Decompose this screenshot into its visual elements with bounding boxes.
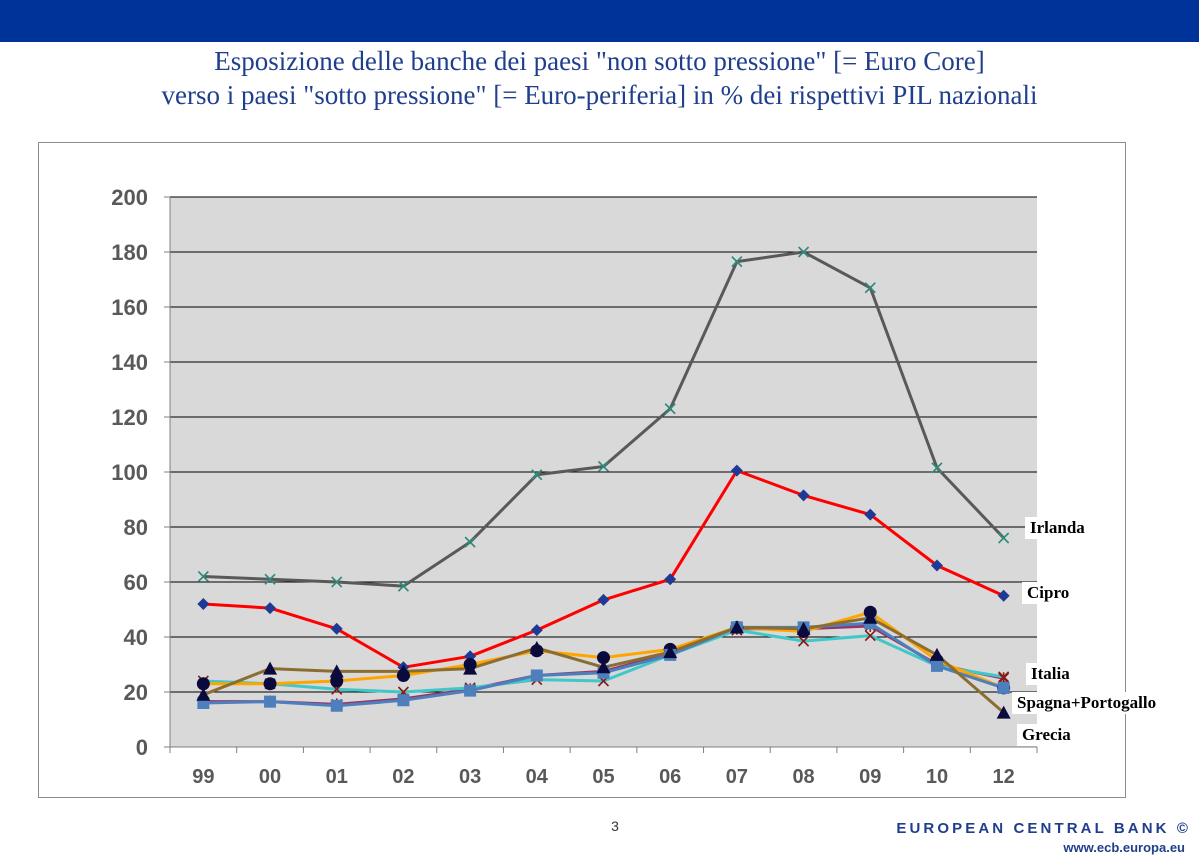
series-label-grecia: Grecia xyxy=(1017,724,1076,746)
ecb-url-link[interactable]: www.ecb.europa.eu xyxy=(1063,840,1185,855)
series-label-italia: Italia xyxy=(1026,663,1075,685)
copyright-icon: © xyxy=(1176,820,1191,837)
data-point xyxy=(329,664,344,678)
data-point xyxy=(197,598,210,610)
data-point xyxy=(664,573,677,586)
data-point xyxy=(996,705,1011,719)
data-point xyxy=(931,462,943,474)
title-line-2: verso i paesi "sotto pressione" [= Euro-… xyxy=(161,80,1038,110)
data-point xyxy=(330,699,343,712)
ytick-label: 140 xyxy=(111,350,148,375)
xtick-label: 10 xyxy=(926,766,948,788)
data-point xyxy=(464,536,476,548)
data-point xyxy=(863,610,878,624)
series-label-irlanda: Irlanda xyxy=(1025,517,1090,539)
data-point xyxy=(731,256,743,268)
data-point xyxy=(530,669,543,682)
data-point xyxy=(463,661,478,675)
data-point xyxy=(264,602,277,615)
data-point xyxy=(929,647,944,661)
data-point xyxy=(396,664,411,678)
data-point xyxy=(197,570,209,583)
xtick-label: 05 xyxy=(592,766,614,788)
ytick-label: 180 xyxy=(111,240,148,265)
ytick-label: 160 xyxy=(111,295,148,320)
xtick-label: 00 xyxy=(259,766,281,788)
ytick-label: 80 xyxy=(124,515,148,540)
xtick-label: 09 xyxy=(859,766,881,788)
data-point xyxy=(263,661,278,675)
page-title: Esposizione delle banche dei paesi "non … xyxy=(0,44,1199,112)
xtick-label: 03 xyxy=(459,766,481,788)
ytick-label: 20 xyxy=(124,680,148,705)
data-point xyxy=(331,576,343,588)
xtick-label: 06 xyxy=(659,766,681,788)
data-point xyxy=(663,645,678,659)
data-point xyxy=(997,589,1010,602)
data-point xyxy=(998,532,1010,544)
data-point xyxy=(464,684,477,697)
ytick-label: 120 xyxy=(111,405,148,430)
data-point xyxy=(796,621,811,635)
ytick-label: 60 xyxy=(124,570,148,595)
top-band xyxy=(0,0,1199,42)
data-point xyxy=(930,659,943,672)
xtick-label: 12 xyxy=(993,766,1015,788)
page-number: 3 xyxy=(611,818,619,834)
data-point xyxy=(596,660,611,674)
data-point xyxy=(797,489,810,502)
data-point xyxy=(397,580,409,592)
data-point xyxy=(664,403,676,415)
data-point xyxy=(864,508,877,521)
data-point xyxy=(530,624,543,637)
data-point xyxy=(730,464,743,477)
data-point xyxy=(330,674,344,688)
data-point xyxy=(263,677,277,691)
data-point xyxy=(196,687,211,701)
data-point xyxy=(864,630,876,642)
data-point xyxy=(529,641,544,654)
xtick-label: 01 xyxy=(326,766,348,788)
data-point xyxy=(597,593,610,606)
data-point xyxy=(997,681,1010,694)
data-point xyxy=(196,677,210,691)
xtick-label: 04 xyxy=(526,766,549,788)
ytick-label: 100 xyxy=(111,460,148,485)
ytick-label: 200 xyxy=(111,185,148,210)
data-point xyxy=(330,622,343,635)
data-point xyxy=(597,651,610,665)
bank-name: EUROPEAN CENTRAL BANK xyxy=(896,820,1170,837)
data-point xyxy=(397,694,410,707)
ecb-logo-text: EUROPEAN CENTRAL BANK © xyxy=(896,820,1191,837)
series-label-cipro: Cipro xyxy=(1022,582,1075,604)
data-point xyxy=(264,695,277,708)
xtick-label: 08 xyxy=(792,766,814,788)
data-point xyxy=(798,246,810,258)
data-point xyxy=(930,559,943,572)
ytick-label: 40 xyxy=(124,625,148,650)
xtick-label: 02 xyxy=(392,766,414,788)
data-point xyxy=(264,573,276,585)
title-line-1: Esposizione delle banche dei paesi "non … xyxy=(214,46,985,76)
data-point xyxy=(798,635,810,647)
xtick-label: 99 xyxy=(192,766,214,788)
data-point xyxy=(729,620,744,634)
ytick-label: 0 xyxy=(136,735,148,760)
data-point xyxy=(531,469,543,481)
data-point xyxy=(864,282,876,294)
series-label-spagna-portogallo: Spagna+Portogallo xyxy=(1012,692,1162,714)
data-point xyxy=(998,671,1010,683)
data-point xyxy=(597,460,610,473)
xtick-label: 07 xyxy=(726,766,748,788)
